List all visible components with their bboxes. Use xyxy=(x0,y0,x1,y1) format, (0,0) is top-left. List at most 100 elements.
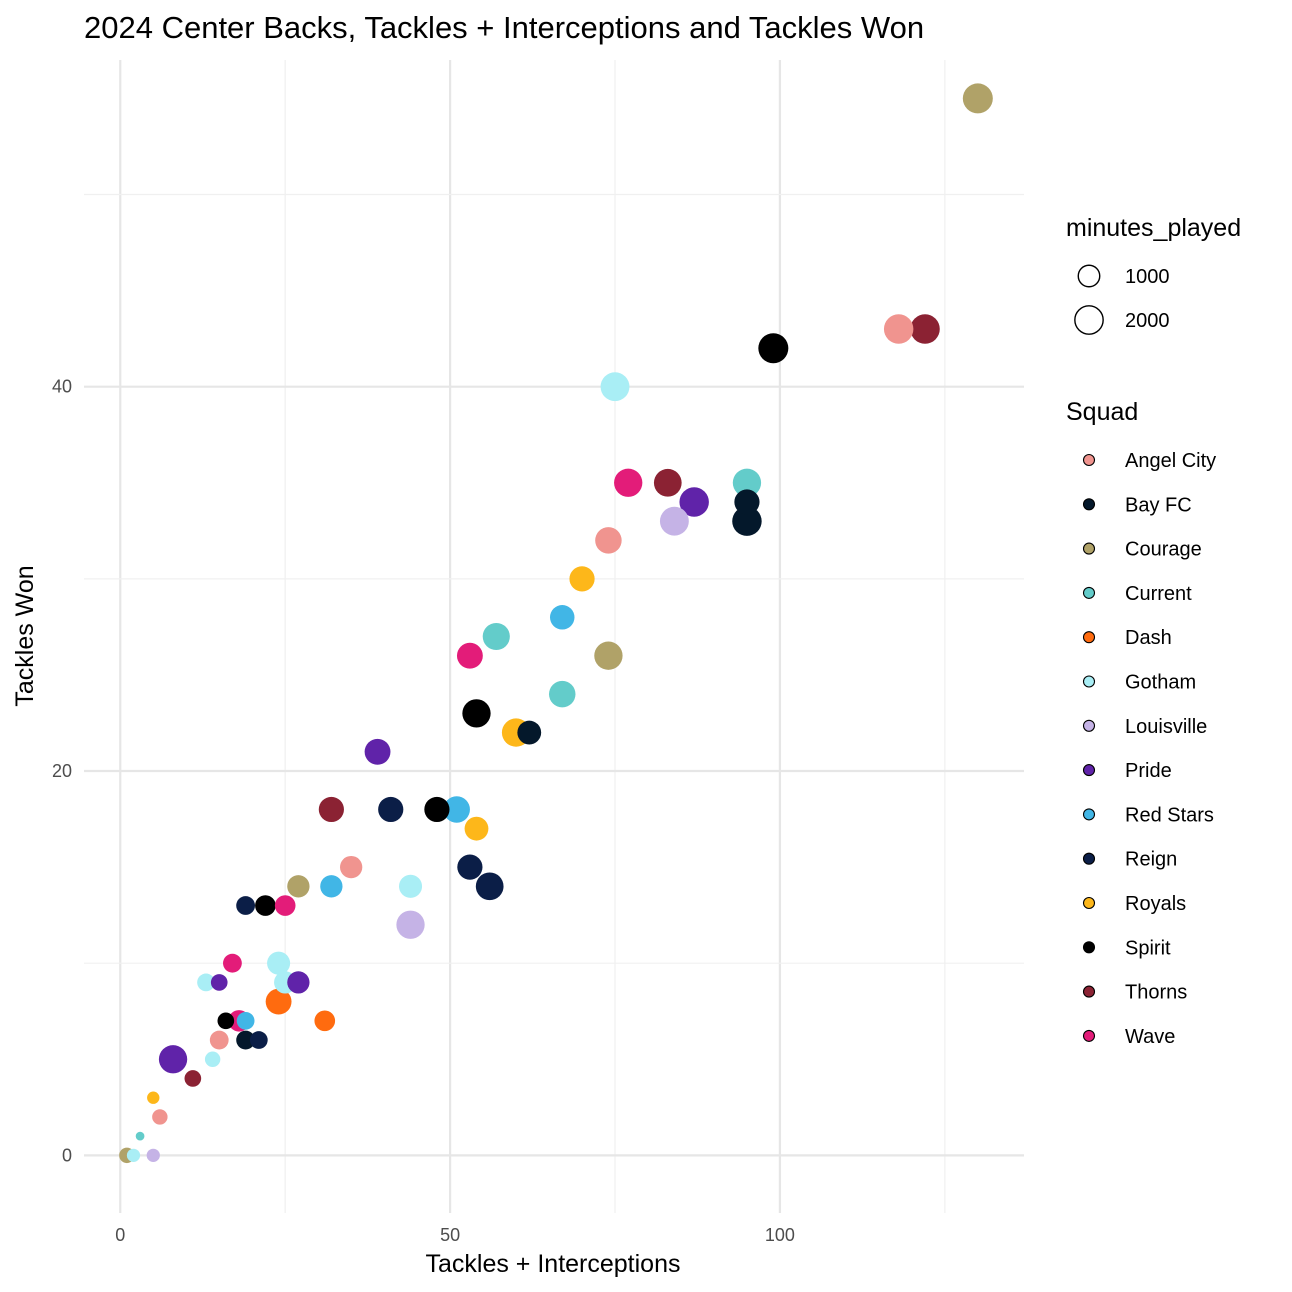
color-legend-key-courage xyxy=(1082,542,1096,555)
color-legend-key-red-stars xyxy=(1082,808,1096,821)
x-axis-ticks: 0 50 100 xyxy=(115,1225,795,1245)
point-pride xyxy=(210,974,228,991)
color-legend-title: Squad xyxy=(1066,398,1138,426)
point-spirit xyxy=(758,333,789,364)
color-legend-key-gotham xyxy=(1082,675,1096,688)
point-gotham xyxy=(197,973,215,992)
point-current xyxy=(135,1131,145,1141)
point-angel-city xyxy=(595,527,622,554)
color-legend-key-dash xyxy=(1082,631,1096,644)
x-axis-title: Tackles + Interceptions xyxy=(426,1250,681,1278)
point-royals xyxy=(464,816,489,841)
data-points xyxy=(119,83,993,1164)
point-reign xyxy=(457,854,483,880)
color-legend-key-royals xyxy=(1082,896,1096,910)
color-legend-label-louisville: Louisville xyxy=(1125,716,1207,738)
color-legend-label-bay-fc: Bay FC xyxy=(1125,494,1192,516)
point-current xyxy=(482,622,510,651)
color-legend-label-dash: Dash xyxy=(1125,627,1172,649)
point-reign xyxy=(236,896,256,915)
color-legend-label-spirit: Spirit xyxy=(1125,937,1171,959)
y-tick-label-0: 0 xyxy=(62,1145,72,1165)
point-red-stars xyxy=(320,875,343,898)
color-legend-key-reign xyxy=(1082,852,1096,865)
point-thorns xyxy=(184,1070,202,1087)
point-bay-fc xyxy=(732,506,762,536)
y-axis-ticks: 0 20 40 xyxy=(52,377,72,1166)
point-gotham xyxy=(398,874,423,898)
point-louisville xyxy=(146,1148,160,1162)
y-tick-label-20: 20 xyxy=(52,761,72,781)
point-royals xyxy=(147,1091,160,1104)
point-current xyxy=(548,680,576,708)
size-legend-key-1000 xyxy=(1077,264,1101,288)
color-legend-key-current xyxy=(1082,586,1096,599)
point-red-stars xyxy=(549,605,575,630)
point-royals xyxy=(569,566,595,592)
point-wave xyxy=(223,953,242,973)
x-tick-label-100: 100 xyxy=(765,1225,795,1245)
point-bay-fc xyxy=(517,720,542,745)
color-legend-label-courage: Courage xyxy=(1125,539,1202,561)
color-legend-label-pride: Pride xyxy=(1125,760,1172,782)
point-angel-city xyxy=(209,1030,229,1050)
x-tick-label-0: 0 xyxy=(115,1225,125,1245)
color-legend-key-bay-fc xyxy=(1082,498,1096,511)
color-legend-key-angel-city xyxy=(1082,453,1096,467)
color-legend-label-red-stars: Red Stars xyxy=(1125,804,1214,826)
point-pride xyxy=(364,738,391,765)
color-legend-key-louisville xyxy=(1082,719,1096,732)
point-red-stars xyxy=(443,796,470,823)
color-legend-label-thorns: Thorns xyxy=(1125,982,1187,1004)
color-legend-label-gotham: Gotham xyxy=(1125,672,1196,694)
y-tick-label-40: 40 xyxy=(52,377,72,397)
point-louisville xyxy=(659,506,689,536)
point-red-stars xyxy=(236,1011,255,1030)
point-thorns xyxy=(318,796,344,823)
color-legend-label-royals: Royals xyxy=(1125,893,1186,915)
point-reign xyxy=(378,796,404,823)
point-angel-city xyxy=(152,1109,168,1125)
point-thorns xyxy=(653,468,682,497)
point-reign xyxy=(475,872,504,901)
chart-title: 2024 Center Backs, Tackles + Interceptio… xyxy=(84,10,924,45)
point-dash xyxy=(314,1010,336,1032)
point-reign xyxy=(249,1031,268,1049)
point-wave xyxy=(274,895,296,916)
point-gotham xyxy=(600,372,630,402)
size-legend-title: minutes_played xyxy=(1066,214,1241,242)
point-pride xyxy=(679,487,709,517)
point-courage xyxy=(962,83,993,114)
point-gotham xyxy=(126,1148,141,1162)
point-louisville xyxy=(396,910,425,939)
point-spirit xyxy=(424,796,450,823)
point-wave xyxy=(456,642,483,669)
color-legend-label-current: Current xyxy=(1125,583,1192,605)
y-axis-title: Tackles Won xyxy=(11,565,39,706)
grid-lines xyxy=(84,60,1024,1213)
point-spirit xyxy=(255,895,276,916)
size-legend: minutes_played 1000 2000 xyxy=(1066,214,1241,335)
point-current xyxy=(732,468,762,497)
point-gotham xyxy=(204,1051,221,1067)
color-legend-label-wave: Wave xyxy=(1125,1026,1175,1048)
color-legend-key-thorns xyxy=(1082,985,1096,998)
point-pride xyxy=(158,1045,188,1074)
size-legend-key-2000 xyxy=(1074,305,1104,335)
point-bay-fc xyxy=(734,489,760,515)
color-legend-label-angel-city: Angel City xyxy=(1125,450,1216,472)
point-spirit xyxy=(462,699,491,728)
color-legend: Squad Angel City Bay FC Courage Current Dash… xyxy=(1066,398,1216,1048)
color-legend-key-pride xyxy=(1082,764,1096,777)
x-tick-label-50: 50 xyxy=(440,1225,460,1245)
point-dash xyxy=(265,988,292,1015)
point-courage xyxy=(287,875,310,898)
point-spirit xyxy=(217,1012,235,1030)
point-bay-fc xyxy=(236,1030,256,1050)
color-legend-label-reign: Reign xyxy=(1125,849,1177,871)
size-legend-label-1000: 1000 xyxy=(1125,266,1170,288)
point-courage xyxy=(594,641,623,670)
point-gotham xyxy=(267,951,291,975)
point-pride xyxy=(287,971,310,994)
